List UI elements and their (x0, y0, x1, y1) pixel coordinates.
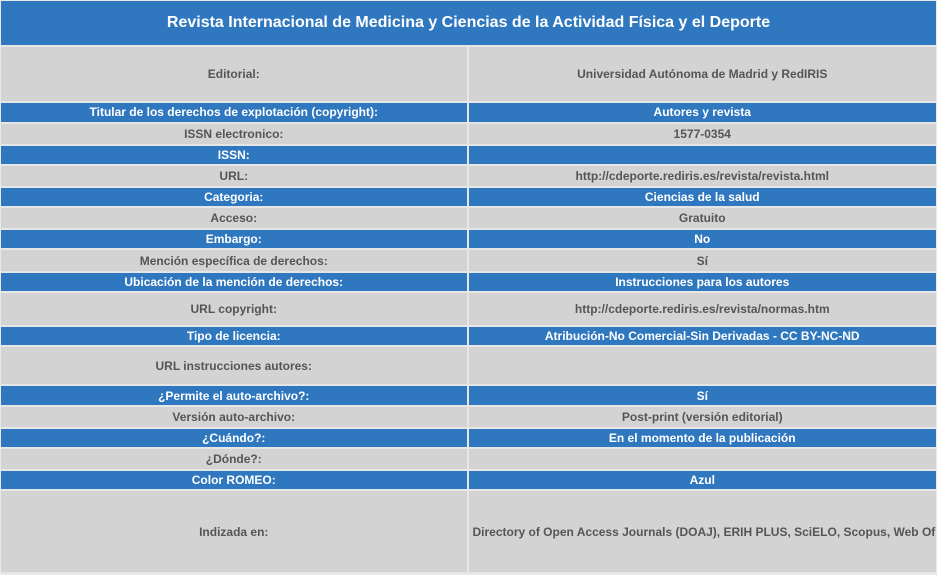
row-label: Color ROMEO: (1, 471, 469, 492)
row-value: Gratuito (468, 208, 936, 231)
row-value (468, 448, 936, 472)
row-label: ¿Dónde?: (1, 448, 469, 472)
table-row: ¿Cuándo?: En el momento de la publicación (1, 428, 936, 449)
table-row: Embargo: No (1, 230, 936, 251)
row-value: Autores y revista (468, 103, 936, 124)
table-row: Color ROMEO: Azul (1, 471, 936, 492)
row-label: ¿Cuándo?: (1, 428, 469, 449)
info-rows: Editorial: Universidad Autónoma de Madrid… (1, 47, 936, 574)
row-value: Directory of Open Access Journals (DOAJ)… (468, 491, 936, 574)
row-value (468, 145, 936, 166)
row-value: Atribución-No Comercial-Sin Derivadas - … (468, 327, 936, 348)
row-value: Instrucciones para los autores (468, 272, 936, 293)
table-row: Acceso: Gratuito (1, 208, 936, 231)
row-value: Azul (468, 471, 936, 492)
table-row: ISSN: (1, 145, 936, 166)
row-label: Ubicación de la mención de derechos: (1, 272, 469, 293)
row-label: ¿Permite el auto-archivo?: (1, 386, 469, 407)
table-row: Ubicación de la mención de derechos: Inst… (1, 272, 936, 293)
table-row: Mención específica de derechos: Sí (1, 250, 936, 273)
row-label: URL: (1, 165, 469, 189)
table-row: ISSN electronico: 1577-0354 (1, 123, 936, 146)
table-row: ¿Permite el auto-archivo?: Sí (1, 386, 936, 407)
row-label: URL instrucciones autores: (1, 347, 469, 387)
row-value: 1577-0354 (468, 123, 936, 146)
table-row: ¿Dónde?: (1, 448, 936, 472)
row-label: Indizada en: (1, 491, 469, 574)
row-value (468, 347, 936, 387)
row-label: Acceso: (1, 208, 469, 231)
row-label: Mención específica de derechos: (1, 250, 469, 273)
table-row: URL: http://cdeporte.rediris.es/revista/r… (1, 165, 936, 189)
row-value: Ciencias de la salud (468, 188, 936, 209)
row-label: Embargo: (1, 230, 469, 251)
row-value: Universidad Autónoma de Madrid y RedIRIS (468, 47, 936, 104)
table-row: Editorial: Universidad Autónoma de Madrid… (1, 47, 936, 104)
title-row: Revista Internacional de Medicina y Cien… (1, 1, 936, 47)
row-label: URL copyright: (1, 292, 469, 327)
row-label: Tipo de licencia: (1, 327, 469, 348)
row-label: Titular de los derechos de explotación (… (1, 103, 469, 124)
row-value: No (468, 230, 936, 251)
row-label: ISSN electronico: (1, 123, 469, 146)
table-row: Titular de los derechos de explotación (… (1, 103, 936, 124)
row-value: En el momento de la publicación (468, 428, 936, 449)
table-row: URL instrucciones autores: (1, 347, 936, 387)
row-label: Editorial: (1, 47, 469, 104)
table-row: Tipo de licencia: Atribución-No Comercial… (1, 327, 936, 348)
table-row: Indizada en: Directory of Open Access Jou… (1, 491, 936, 574)
journal-title: Revista Internacional de Medicina y Cien… (1, 1, 936, 47)
row-value: Sí (468, 386, 936, 407)
table-row: Categoria: Ciencias de la salud (1, 188, 936, 209)
row-value: http://cdeporte.rediris.es/revista/revis… (468, 165, 936, 189)
row-value: Post-print (versión editorial) (468, 406, 936, 429)
row-label: Versión auto-archivo: (1, 406, 469, 429)
row-label: ISSN: (1, 145, 469, 166)
row-value: http://cdeporte.rediris.es/revista/norma… (468, 292, 936, 327)
row-label: Categoria: (1, 188, 469, 209)
table-row: Versión auto-archivo: Post-print (versión… (1, 406, 936, 429)
table-row: URL copyright: http://cdeporte.rediris.es… (1, 292, 936, 327)
row-value: Sí (468, 250, 936, 273)
